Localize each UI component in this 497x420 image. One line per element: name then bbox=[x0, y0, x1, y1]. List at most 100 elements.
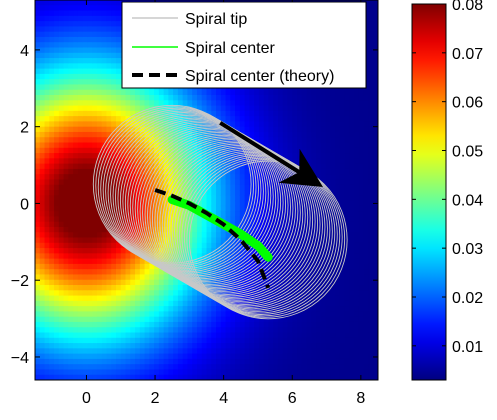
heatmap-cell bbox=[115, 274, 122, 281]
heatmap-cell bbox=[39, 242, 46, 249]
heatmap-cell bbox=[77, 311, 84, 318]
heatmap-cell bbox=[192, 237, 198, 244]
heatmap-cell bbox=[230, 184, 236, 191]
heatmap-cell bbox=[344, 168, 351, 175]
heatmap-cell bbox=[316, 131, 322, 138]
heatmap-cell bbox=[139, 105, 146, 112]
heatmap-cell bbox=[82, 100, 88, 107]
heatmap-cell bbox=[196, 306, 203, 312]
heatmap-cell bbox=[282, 110, 289, 117]
heatmap-cell bbox=[320, 105, 327, 112]
heatmap-cell bbox=[206, 327, 212, 334]
heatmap-cell bbox=[187, 374, 193, 380]
heatmap-cell bbox=[258, 116, 265, 122]
heatmap-cell bbox=[173, 364, 179, 371]
heatmap-cell bbox=[187, 337, 193, 344]
heatmap-cell bbox=[325, 147, 331, 154]
heatmap-cell bbox=[268, 242, 274, 249]
heatmap-cell bbox=[39, 5, 46, 12]
heatmap-cell bbox=[268, 121, 274, 128]
heatmap-cell bbox=[230, 153, 236, 159]
heatmap-cell bbox=[220, 348, 227, 355]
heatmap-cell bbox=[263, 343, 270, 349]
heatmap-cell bbox=[292, 100, 298, 107]
heatmap-cell bbox=[258, 358, 265, 365]
heatmap-cell bbox=[335, 316, 341, 323]
heatmap-cell bbox=[258, 327, 265, 334]
heatmap-cell bbox=[77, 226, 84, 233]
heatmap-cell bbox=[249, 353, 255, 360]
heatmap-cell bbox=[292, 142, 298, 149]
heatmap-cell bbox=[344, 274, 351, 281]
heatmap-cell bbox=[120, 353, 127, 360]
heatmap-cell bbox=[73, 10, 79, 17]
heatmap-cell bbox=[120, 221, 127, 228]
heatmap-cell bbox=[187, 237, 193, 244]
heatmap-cell bbox=[87, 36, 93, 43]
heatmap-cell bbox=[120, 343, 127, 349]
heatmap-cell bbox=[263, 263, 270, 270]
heatmap-cell bbox=[44, 253, 50, 260]
heatmap-cell bbox=[220, 126, 227, 133]
heatmap-cell bbox=[206, 358, 212, 365]
heatmap-cell bbox=[68, 168, 74, 175]
heatmap-cell bbox=[301, 290, 308, 297]
heatmap-cell bbox=[101, 369, 108, 376]
heatmap-cell bbox=[82, 31, 88, 38]
heatmap-cell bbox=[77, 232, 84, 239]
heatmap-cell bbox=[268, 179, 274, 186]
heatmap-cell bbox=[68, 174, 74, 181]
heatmap-cell bbox=[77, 84, 84, 91]
heatmap-cell bbox=[35, 295, 41, 302]
heatmap-cell bbox=[201, 369, 208, 376]
heatmap-cell bbox=[292, 190, 298, 196]
heatmap-cell bbox=[254, 221, 260, 228]
heatmap-cell bbox=[82, 163, 88, 170]
heatmap-cell bbox=[330, 232, 336, 239]
heatmap-cell bbox=[77, 242, 84, 249]
heatmap-cell bbox=[220, 364, 227, 371]
heatmap-cell bbox=[330, 258, 336, 265]
heatmap-cell bbox=[311, 116, 317, 122]
heatmap-cell bbox=[120, 131, 127, 138]
heatmap-cell bbox=[39, 279, 46, 286]
heatmap-cell bbox=[39, 153, 46, 159]
heatmap-cell bbox=[330, 337, 336, 344]
heatmap-cell bbox=[358, 190, 365, 196]
heatmap-cell bbox=[106, 195, 112, 202]
heatmap-cell bbox=[111, 242, 117, 249]
heatmap-cell bbox=[344, 100, 351, 107]
heatmap-cell bbox=[149, 211, 155, 217]
heatmap-cell bbox=[49, 105, 55, 112]
heatmap-cell bbox=[311, 105, 317, 112]
heatmap-cell bbox=[268, 316, 274, 323]
heatmap-cell bbox=[192, 369, 198, 376]
heatmap-cell bbox=[230, 137, 236, 144]
heatmap-cell bbox=[49, 68, 55, 75]
heatmap-cell bbox=[135, 221, 141, 228]
heatmap-cell bbox=[177, 211, 184, 217]
heatmap-cell bbox=[258, 195, 265, 202]
heatmap-cell bbox=[35, 274, 41, 281]
heatmap-cell bbox=[325, 216, 331, 223]
heatmap-cell bbox=[339, 295, 346, 302]
heatmap-cell bbox=[244, 89, 250, 96]
heatmap-cell bbox=[196, 327, 203, 334]
heatmap-cell bbox=[301, 147, 308, 154]
heatmap-cell bbox=[358, 216, 365, 223]
heatmap-cell bbox=[335, 369, 341, 376]
heatmap-cell bbox=[106, 300, 112, 307]
heatmap-cell bbox=[77, 195, 84, 202]
heatmap-cell bbox=[230, 263, 236, 270]
heatmap-cell bbox=[68, 205, 74, 212]
heatmap-cell bbox=[335, 364, 341, 371]
heatmap-cell bbox=[201, 179, 208, 186]
heatmap-cell bbox=[101, 337, 108, 344]
heatmap-cell bbox=[54, 369, 60, 376]
heatmap-cell bbox=[354, 316, 360, 323]
heatmap-cell bbox=[316, 358, 322, 365]
heatmap-cell bbox=[216, 174, 222, 181]
heatmap-cell bbox=[139, 258, 146, 265]
heatmap-cell bbox=[320, 126, 327, 133]
